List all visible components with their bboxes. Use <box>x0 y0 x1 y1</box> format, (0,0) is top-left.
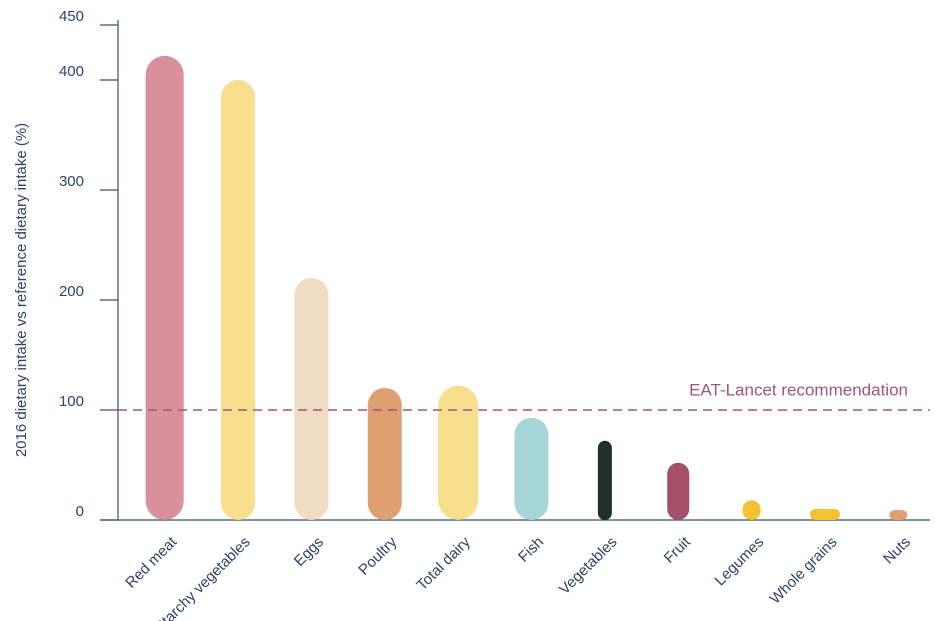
x-tick-label: Red meat <box>122 533 181 592</box>
x-tick-label: Eggs <box>291 534 327 570</box>
x-tick-label: Fruit <box>661 533 695 567</box>
y-tick-label: 100 <box>59 393 84 410</box>
x-tick-label: Total dairy <box>413 533 474 594</box>
y-tick-label: 0 <box>76 503 84 520</box>
y-axis-label: 2016 dietary intake vs reference dietary… <box>13 123 30 457</box>
x-tick-label: Fish <box>515 534 547 566</box>
y-tick-label: 450 <box>59 8 84 25</box>
bar <box>667 462 690 520</box>
bar <box>367 388 402 520</box>
x-tick-label: Whole grains <box>767 534 841 608</box>
x-tick-label: Nuts <box>880 534 914 568</box>
bar <box>597 440 612 520</box>
y-tick-label: 200 <box>59 283 84 300</box>
x-tick-label: Vegetables <box>556 534 621 599</box>
y-tick-label: 300 <box>59 173 84 190</box>
bar <box>221 80 256 520</box>
bar <box>809 509 840 520</box>
bar <box>742 500 761 520</box>
bar <box>889 510 908 520</box>
bar <box>145 55 184 521</box>
y-tick-label: 400 <box>59 63 84 80</box>
bar <box>514 417 549 520</box>
x-tick-label: Poultry <box>355 533 400 578</box>
bar <box>438 385 479 520</box>
reference-label: EAT-Lancet recommendation <box>689 380 908 399</box>
x-tick-label: Legumes <box>712 534 768 590</box>
bar <box>294 278 329 520</box>
